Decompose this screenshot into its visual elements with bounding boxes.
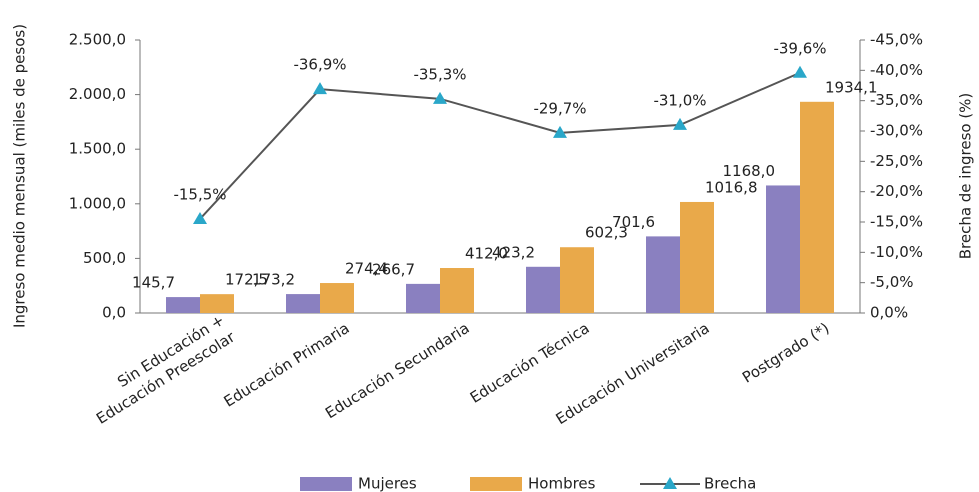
bar [440,268,474,313]
y-tick-label: 2.000,0 [69,85,126,103]
bar-value-label: 145,7 [132,274,175,292]
bar-value-label: 1934,1 [825,78,878,96]
y2-tick-label: -30,0% [870,122,923,140]
bar-value-label: 602,3 [585,224,628,242]
x-tick-label: Educación Técnica [467,319,593,407]
x-tick-label: Postgrado (*) [739,319,832,387]
y2-tick-label: 0,0% [870,304,908,322]
y-tick-label: 500,0 [83,249,126,267]
bar [166,297,200,313]
bar [680,201,714,313]
y-tick-label: 1.500,0 [69,140,126,158]
bar [766,185,800,313]
y2-tick-label: -45,0% [870,31,923,49]
marker [553,125,567,138]
line-value-label: -29,7% [533,99,586,117]
y2-tick-label: -5,0% [870,273,914,291]
y2-tick-label: -35,0% [870,91,923,109]
line-value-label: -36,9% [293,56,346,74]
y2-tick-label: -40,0% [870,61,923,79]
marker [793,65,807,78]
bar-value-label: 173,2 [252,271,295,289]
line-value-label: -15,5% [173,185,226,203]
legend-marker [663,477,677,489]
y2-axis-title: Brecha de ingreso (%) [957,93,975,260]
x-tick-label: Educación Primaria [221,319,353,411]
bar [286,294,320,313]
marker [673,117,687,130]
line-value-label: -39,6% [773,39,826,57]
bar [560,247,594,313]
bar [200,294,234,313]
marker [313,82,327,95]
bar-value-label: 701,6 [612,213,655,231]
line-value-label: -35,3% [413,65,466,83]
line [199,71,801,220]
legend-label: Brecha [704,475,756,492]
y-axis-title: Ingreso medio mensual (miles de pesos) [11,24,29,328]
bar-value-label: 1016,8 [705,178,758,196]
x-tick-label: Sin Educación +Educación Preescolar [82,310,238,427]
bar [320,283,354,313]
marker [193,211,207,224]
bar-value-label: 412,0 [465,245,508,263]
y2-tick-label: -20,0% [870,182,923,200]
legend-swatch [300,477,352,491]
line-value-label: -31,0% [653,91,706,109]
bar-value-label: 172,5 [225,271,268,289]
bar [406,283,440,313]
marker [433,91,447,104]
bar-value-label: 274,4 [345,260,388,278]
bar [526,266,560,313]
bar [800,101,834,313]
y2-tick-label: -15,0% [870,213,923,231]
bar [646,236,680,313]
y2-tick-label: -10,0% [870,243,923,261]
y2-tick-label: -25,0% [870,152,923,170]
bar-value-label: 1168,0 [723,162,776,180]
legend-swatch [470,477,522,491]
bar-value-label: 423,2 [492,243,535,261]
y-tick-label: 2.500,0 [69,31,126,49]
legend-label: Hombres [528,475,596,492]
y-tick-label: 0,0 [102,304,126,322]
y-tick-label: 1.000,0 [69,194,126,212]
bar-value-label: 266,7 [372,260,415,278]
legend-label: Mujeres [358,475,417,492]
